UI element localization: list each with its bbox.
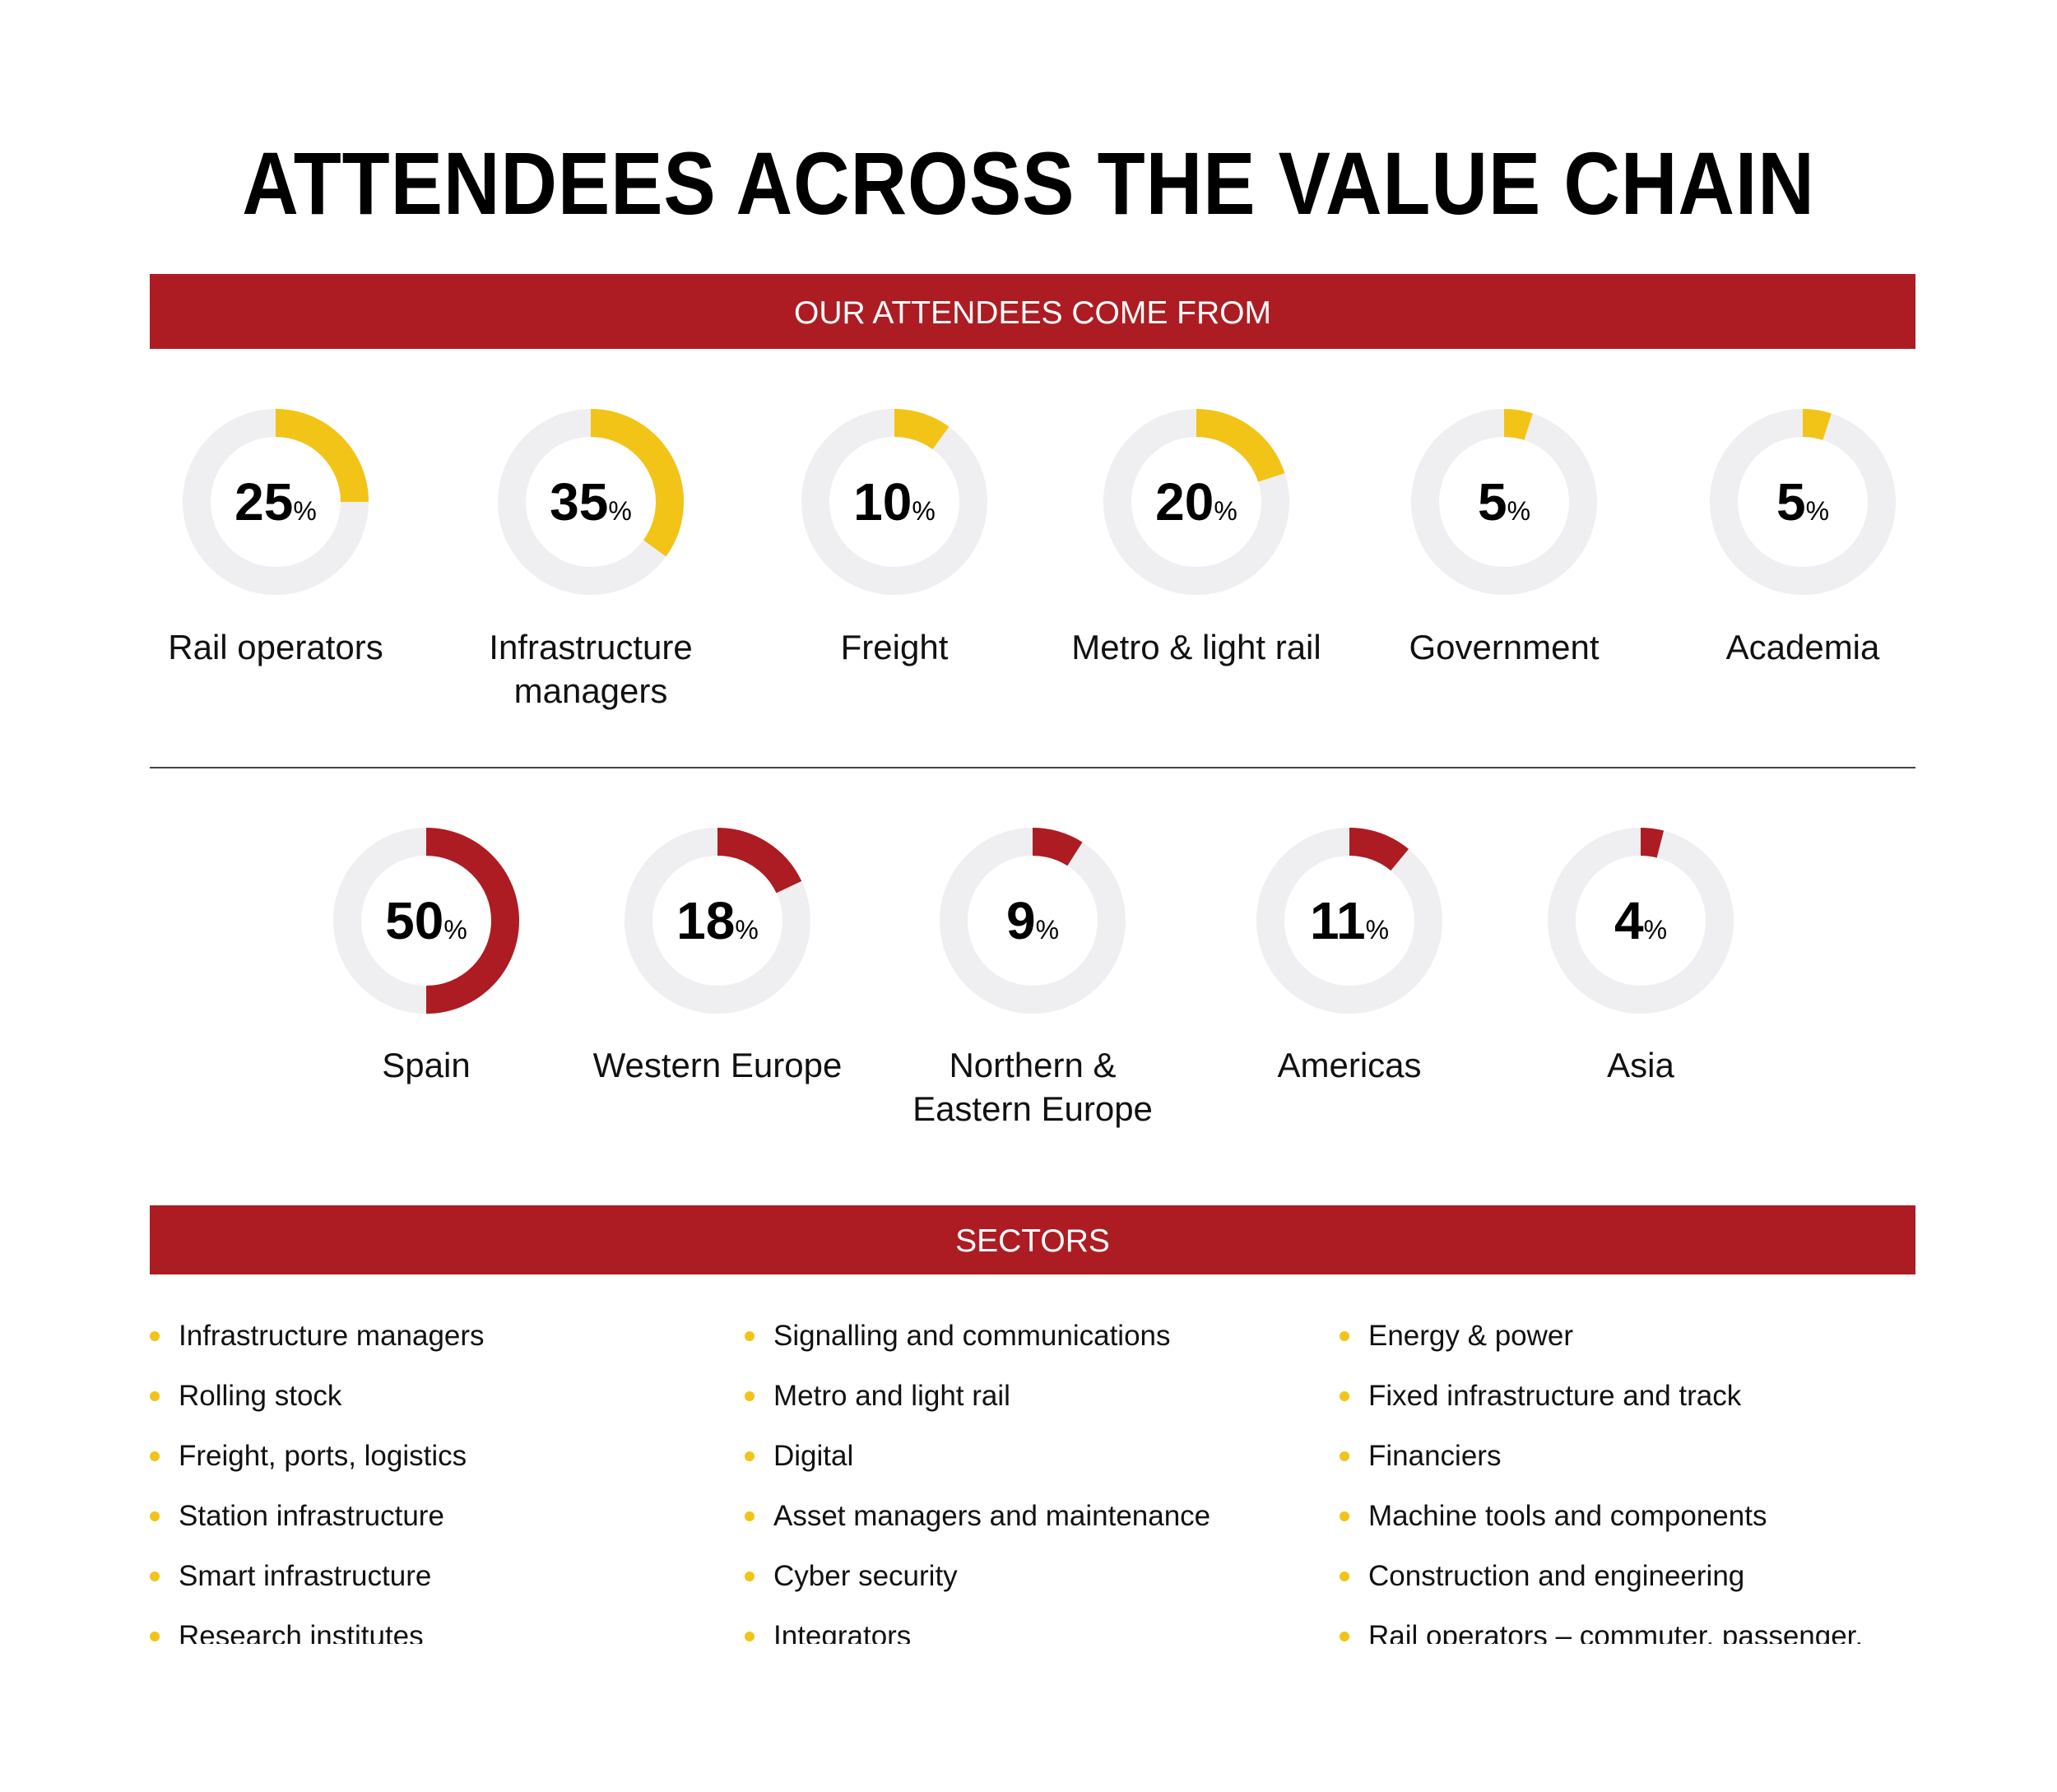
sector-item: Signalling and communications (745, 1315, 1337, 1375)
sector-item: Smart infrastructure (150, 1555, 742, 1615)
category-label: Academia (1725, 628, 1880, 666)
donut-slice (590, 409, 684, 557)
sector-item: Asset managers and maintenance (745, 1495, 1337, 1555)
donut-government: 5% (1411, 409, 1597, 595)
donut-metro-light-rail: 20% (1103, 409, 1289, 595)
donut-western-europe: 18% (625, 828, 810, 1014)
bottom-crop (0, 1644, 2057, 1792)
bullet-icon (150, 1511, 160, 1521)
donut-slice (425, 828, 519, 1014)
page-title: ATTENDEES ACROSS THE VALUE CHAIN (242, 133, 1815, 233)
sector-item: Construction and engineering (1340, 1555, 1932, 1615)
donut-freight: 10% (801, 409, 987, 595)
donut-slice (894, 409, 950, 450)
sectors-column-2: Signalling and communications Metro and … (745, 1315, 1337, 1675)
value-label: 5% (1478, 472, 1530, 532)
donut-northern-eastern-europe: 9% (940, 828, 1126, 1014)
category-label: Asia (1607, 1046, 1674, 1084)
bullet-icon (1340, 1511, 1349, 1521)
value-label: 9% (1006, 891, 1059, 950)
sector-item: Rolling stock (150, 1375, 742, 1435)
bullet-icon (745, 1511, 755, 1521)
donut-americas: 11% (1256, 828, 1442, 1014)
sector-item: Digital (745, 1435, 1337, 1495)
category-label: Infrastructure managers (489, 628, 693, 710)
bullet-icon (745, 1571, 755, 1581)
sector-item: Fixed infrastructure and track (1340, 1375, 1932, 1435)
bullet-icon (1340, 1571, 1349, 1581)
section-divider (150, 767, 1915, 768)
sectors-banner: SECTORS (150, 1205, 1915, 1274)
sector-item: Station infrastructure (150, 1495, 742, 1555)
donut-slice (1640, 828, 1665, 858)
bullet-icon (1340, 1632, 1349, 1641)
donut-slice (1349, 828, 1409, 871)
sector-item: Energy & power (1340, 1315, 1932, 1375)
donut-slice (717, 828, 802, 894)
bullet-icon (1340, 1451, 1349, 1461)
category-label: Americas (1277, 1046, 1422, 1084)
donut-infrastructure-managers: 35% (498, 409, 684, 595)
donut-asia: 4% (1548, 828, 1734, 1014)
value-label: 4% (1614, 891, 1667, 950)
value-label: 10% (853, 472, 936, 532)
sector-item: Financiers (1340, 1435, 1932, 1495)
sector-item: Cyber security (745, 1555, 1337, 1615)
value-label: 50% (385, 891, 467, 950)
bullet-icon (745, 1451, 755, 1461)
value-label: 20% (1155, 472, 1237, 532)
donut-slice (1032, 828, 1083, 866)
bullet-icon (150, 1391, 160, 1401)
bullet-icon (150, 1451, 160, 1461)
value-label: 35% (550, 472, 632, 532)
value-label: 18% (676, 891, 759, 950)
value-label: 11% (1310, 891, 1389, 950)
donut-academia: 5% (1710, 409, 1896, 595)
bullet-icon (1340, 1331, 1349, 1341)
category-label: Western Europe (592, 1046, 843, 1084)
donut-rail-operators: 25% (183, 409, 369, 595)
category-label: Spain (382, 1046, 471, 1084)
donut-slice (1802, 409, 1832, 441)
attendees-banner: OUR ATTENDEES COME FROM (150, 274, 1915, 349)
donut-spain: 50% (333, 828, 519, 1014)
bullet-icon (150, 1571, 160, 1581)
donut-slice (1196, 409, 1285, 483)
sector-item: Infrastructure managers (150, 1315, 742, 1375)
donut-slice (1503, 409, 1533, 441)
category-label: Freight (840, 628, 949, 666)
bullet-icon (150, 1632, 160, 1641)
bullet-icon (745, 1391, 755, 1401)
category-label: Government (1409, 628, 1600, 666)
donut-charts: 25% 35% 10% 20% 5% 5% 50% 18% 9% 11% 4% (183, 409, 1896, 1014)
value-label: 5% (1776, 472, 1829, 532)
donut-slice (275, 409, 369, 503)
sector-item: Machine tools and components (1340, 1495, 1932, 1555)
sector-item: Metro and light rail (745, 1375, 1337, 1435)
sectors-column-3: Energy & power Fixed infrastructure and … (1340, 1315, 1932, 1675)
bullet-icon (1340, 1391, 1349, 1401)
category-label: Rail operators (168, 628, 383, 666)
category-label: Northern & Eastern Europe (912, 1046, 1153, 1128)
sectors-column-1: Infrastructure managers Rolling stock Fr… (150, 1315, 742, 1675)
bullet-icon (745, 1331, 755, 1341)
category-label: Metro & light rail (1071, 628, 1321, 666)
value-label: 25% (234, 472, 317, 532)
bullet-icon (745, 1632, 755, 1641)
sector-item: Freight, ports, logistics (150, 1435, 742, 1495)
bullet-icon (150, 1331, 160, 1341)
